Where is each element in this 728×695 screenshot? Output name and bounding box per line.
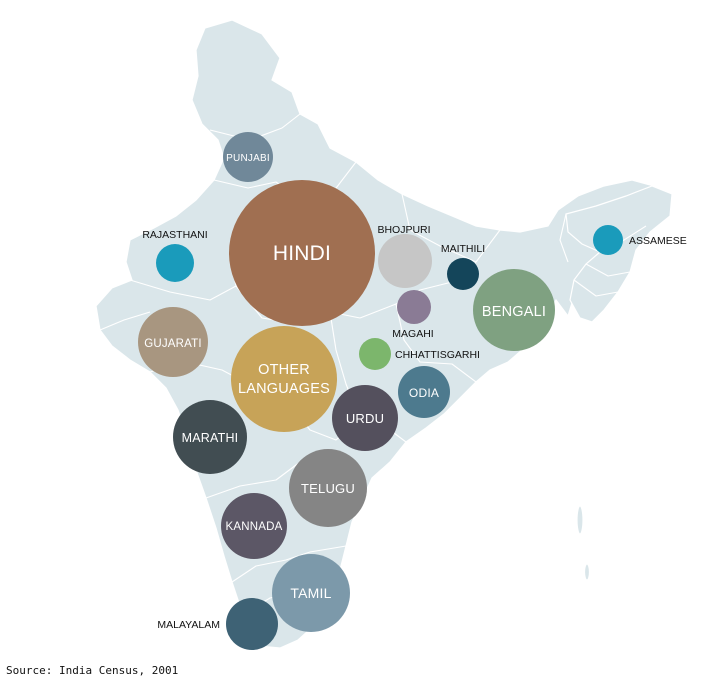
andaman-island [576,505,584,535]
bubble-kannada[interactable]: KANNADA [221,493,287,559]
bubble-other-languages-circle[interactable] [231,326,337,432]
state-border [359,229,501,319]
bubble-assamese-label: ASSAMESE [629,235,687,247]
state-border [231,545,347,583]
bubble-punjabi[interactable]: PUNJABI [223,132,273,182]
bubble-rajasthani-label: RAJASTHANI [142,229,207,241]
state-border [209,113,301,141]
state-border [585,263,631,277]
bubble-kannada-label: KANNADA [226,521,283,533]
bubble-magahi-label: MAGAHI [392,328,433,340]
bubble-bhojpuri-circle[interactable] [378,234,432,288]
bubble-assamese-circle[interactable] [593,225,623,255]
bubble-chhattisgarhi[interactable]: CHHATTISGARHI [359,338,480,370]
bubble-marathi-label: MARATHI [182,431,239,445]
bubble-odia-circle[interactable] [398,366,450,418]
language-bubbles: HINDI OTHER LANGUAGES BENGALI TELUGU TAMI… [138,132,687,650]
bubble-gujarati[interactable]: GUJARATI [138,307,208,377]
bubble-bhojpuri-label: BHOJPURI [377,224,430,236]
bubble-bengali-circle[interactable] [473,269,555,351]
bubble-bhojpuri[interactable]: BHOJPURI [377,224,432,288]
bubble-maithili-circle[interactable] [447,258,479,290]
state-border [99,311,151,331]
state-border [559,213,569,263]
bubble-rajasthani-circle[interactable] [156,244,194,282]
bubble-rajasthani[interactable]: RAJASTHANI [142,229,208,282]
bubble-hindi-label: HINDI [273,242,331,265]
bubble-chhattisgarhi-label: CHHATTISGARHI [395,349,480,361]
bubble-marathi[interactable]: MARATHI [173,400,247,474]
bubble-telugu[interactable]: TELUGU [289,449,367,527]
bubble-gujarati-circle[interactable] [138,307,208,377]
bubble-bengali[interactable]: BENGALI [473,269,555,351]
bubble-punjabi-circle[interactable] [223,132,273,182]
state-border [401,193,477,263]
bubble-telugu-circle[interactable] [289,449,367,527]
state-border [573,279,619,297]
bubble-malayalam-label: MALAYALAM [157,619,220,631]
source-note: Source: India Census, 2001 [6,664,179,677]
bubble-urdu-circle[interactable] [332,385,398,451]
bubble-marathi-circle[interactable] [173,400,247,474]
bubble-hindi-circle[interactable] [229,180,375,326]
bubble-other-languages[interactable]: OTHER LANGUAGES [231,326,337,432]
bubble-maithili-label: MAITHILI [441,243,485,255]
bubble-chhattisgarhi-circle[interactable] [359,338,391,370]
bubble-magahi[interactable]: MAGAHI [392,290,434,340]
bubble-malayalam[interactable]: MALAYALAM [157,598,278,650]
bubble-magahi-circle[interactable] [397,290,431,324]
bubble-maithili[interactable]: MAITHILI [441,243,485,290]
bubble-urdu[interactable]: URDU [332,385,398,451]
bubble-assamese[interactable]: ASSAMESE [593,225,687,255]
bubble-odia[interactable]: ODIA [398,366,450,418]
bubble-other-languages-label: OTHER LANGUAGES [238,362,330,397]
bubble-telugu-label: TELUGU [301,481,355,496]
bubble-hindi[interactable]: HINDI [229,180,375,326]
bubble-odia-label: ODIA [409,386,439,400]
bubble-malayalam-circle[interactable] [226,598,278,650]
bubble-kannada-circle[interactable] [221,493,287,559]
bubble-bengali-label: BENGALI [482,304,546,320]
bubble-gujarati-label: GUJARATI [144,338,202,350]
bubble-tamil[interactable]: TAMIL [272,554,350,632]
state-border [395,303,477,383]
bubble-urdu-label: URDU [346,411,384,426]
bubble-tamil-label: TAMIL [290,585,331,601]
nicobar-island [583,563,591,581]
bubble-tamil-circle[interactable] [272,554,350,632]
bubble-punjabi-label: PUNJABI [226,153,270,164]
northeast-shape [565,185,673,323]
